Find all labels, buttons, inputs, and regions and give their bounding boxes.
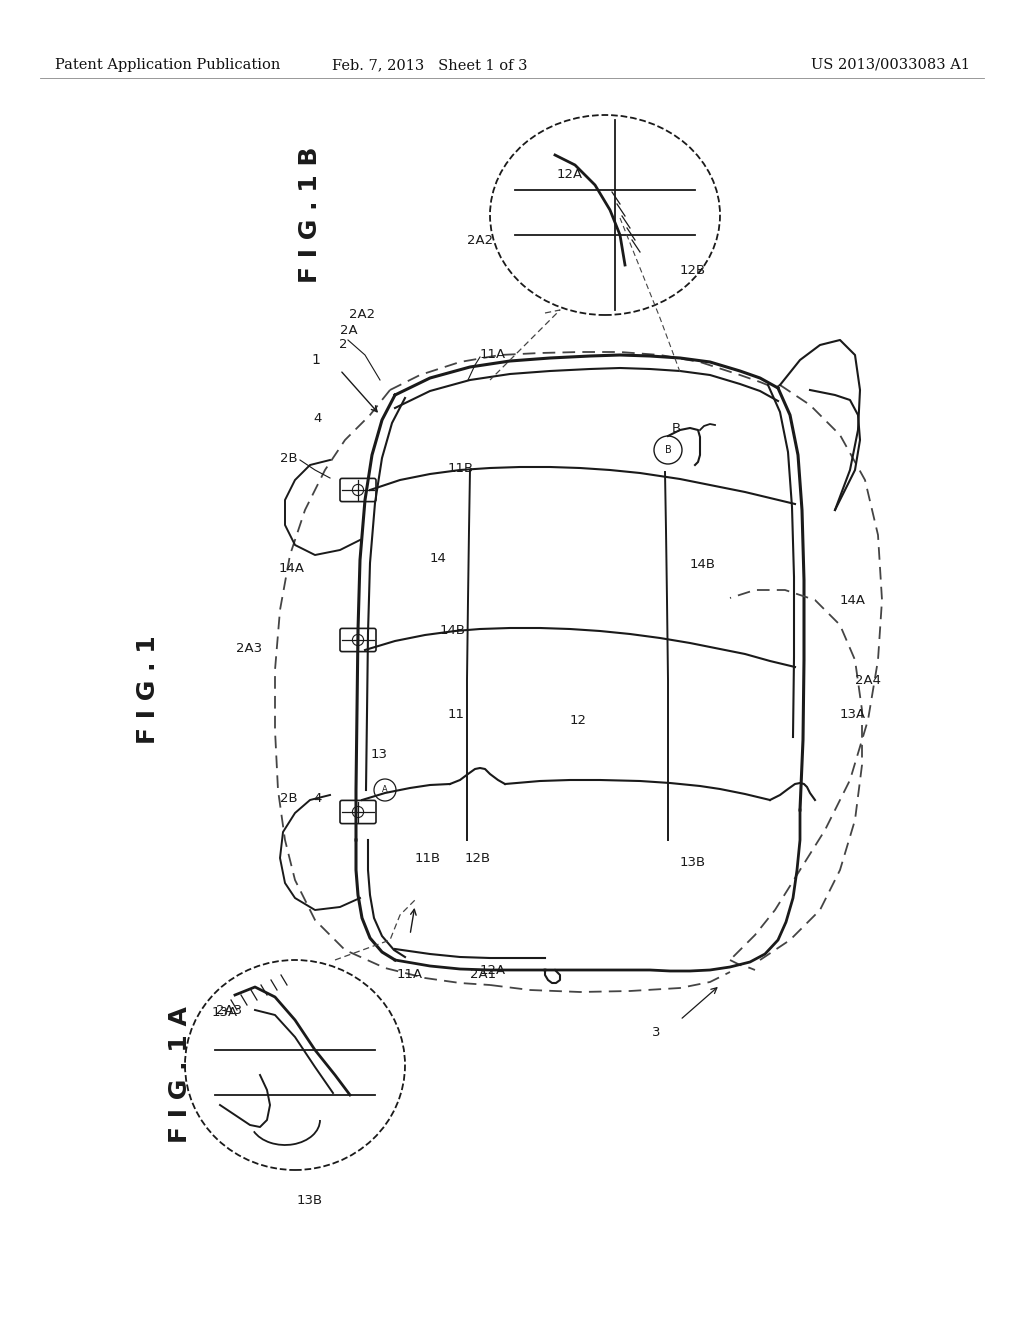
Text: 2A2: 2A2 (467, 234, 494, 247)
Text: US 2013/0033083 A1: US 2013/0033083 A1 (811, 58, 970, 73)
Text: 2: 2 (340, 338, 348, 351)
Text: 11A: 11A (480, 348, 506, 362)
Text: B: B (665, 445, 672, 455)
Text: Feb. 7, 2013   Sheet 1 of 3: Feb. 7, 2013 Sheet 1 of 3 (332, 58, 527, 73)
Text: 12A: 12A (480, 964, 506, 977)
Text: 14B: 14B (440, 623, 466, 636)
Text: 14B: 14B (690, 558, 716, 572)
Text: 14A: 14A (279, 561, 305, 574)
Text: 3: 3 (651, 1026, 660, 1039)
Text: A: A (382, 785, 388, 795)
Text: 14A: 14A (840, 594, 866, 606)
Text: F I G . 1 B: F I G . 1 B (298, 147, 322, 284)
Text: 2A: 2A (340, 323, 358, 337)
Text: 12B: 12B (465, 851, 492, 865)
Text: 12: 12 (570, 714, 587, 726)
Text: 12B: 12B (680, 264, 707, 276)
Text: 13: 13 (371, 748, 388, 762)
Text: 13A: 13A (840, 709, 866, 722)
Text: 11: 11 (449, 709, 465, 722)
Text: 13A: 13A (212, 1006, 238, 1019)
Text: 2B: 2B (281, 451, 298, 465)
Text: 2A3: 2A3 (216, 1003, 242, 1016)
Text: 4: 4 (313, 792, 322, 804)
Text: F I G . 1: F I G . 1 (136, 636, 160, 744)
Text: 11B: 11B (415, 851, 441, 865)
Text: 14: 14 (430, 552, 446, 565)
Text: 12A: 12A (557, 169, 583, 181)
Text: 2B: 2B (281, 792, 298, 804)
Text: B: B (672, 421, 681, 434)
Text: 2A3: 2A3 (236, 642, 262, 655)
Text: 13B: 13B (680, 855, 707, 869)
Text: 13B: 13B (297, 1193, 323, 1206)
Text: 2A1: 2A1 (470, 969, 496, 982)
Text: 2A2: 2A2 (349, 309, 375, 322)
Text: Patent Application Publication: Patent Application Publication (55, 58, 281, 73)
Text: 11B: 11B (449, 462, 474, 474)
Text: 1: 1 (311, 352, 319, 367)
Text: F I G . 1 A: F I G . 1 A (168, 1007, 193, 1143)
Text: 2A4: 2A4 (855, 673, 881, 686)
Text: 11A: 11A (397, 969, 423, 982)
Text: 4: 4 (313, 412, 322, 425)
